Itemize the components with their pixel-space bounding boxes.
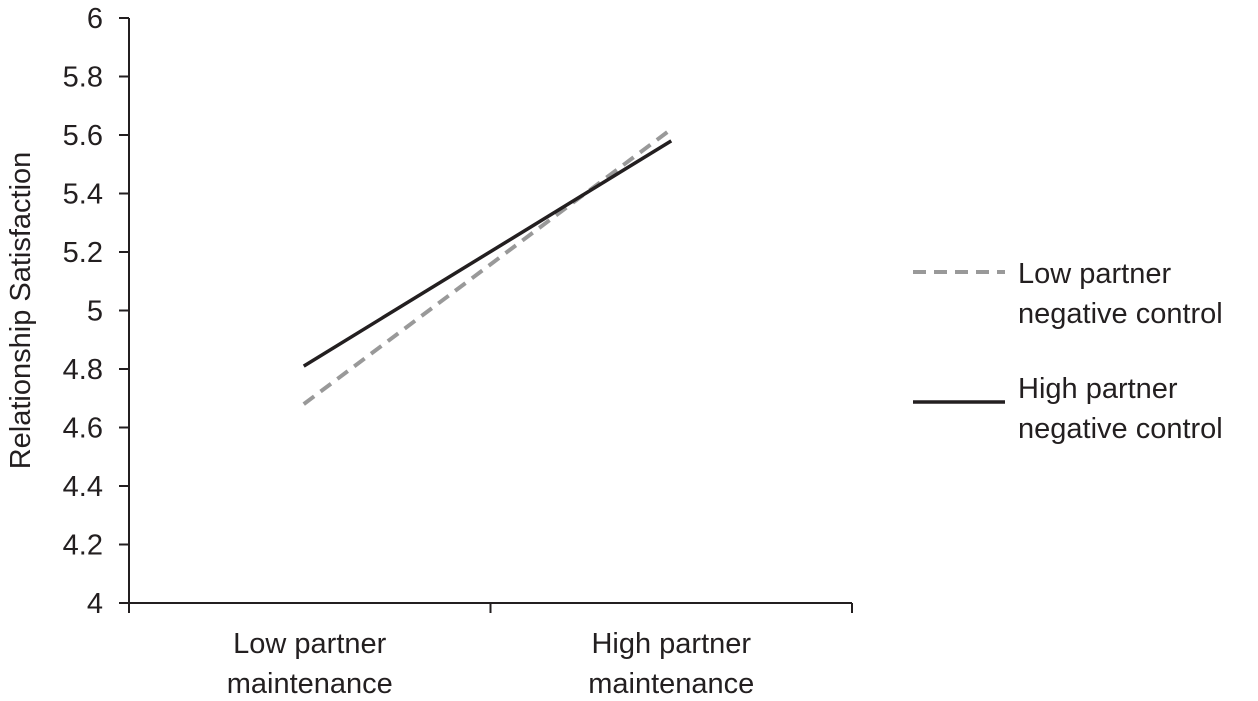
y-tick-label: 4.2 xyxy=(63,530,103,562)
series-line-low-partner-negative-control xyxy=(302,127,673,406)
series-line-high-partner-negative-control xyxy=(302,139,673,368)
y-tick-label: 4.4 xyxy=(63,471,103,503)
y-tick-label: 5.2 xyxy=(63,237,103,269)
x-ticks: Low partner maintenance High partner mainte… xyxy=(128,603,853,700)
legend-label: Low partner negative control xyxy=(1018,258,1223,330)
x-category-label: Low partner maintenance xyxy=(227,628,393,700)
x-category-label-line: maintenance xyxy=(227,668,393,700)
y-ticks: 4 4.2 4.4 4.6 4.8 5 5.2 5.4 5.6 5.8 6 xyxy=(63,3,129,620)
legend-label-line: High partner xyxy=(1018,373,1178,405)
y-tick-label: 4 xyxy=(87,588,103,620)
series-layer xyxy=(302,127,673,406)
y-tick-label: 5.6 xyxy=(63,120,103,152)
y-tick-label: 5 xyxy=(87,296,103,328)
x-category-label-line: maintenance xyxy=(588,668,754,700)
y-tick-label: 5.8 xyxy=(63,62,103,94)
x-category-label-line: Low partner xyxy=(233,628,386,660)
x-category-label: High partner maintenance xyxy=(588,628,754,700)
legend-label-line: negative control xyxy=(1018,413,1223,445)
x-category-label-line: High partner xyxy=(591,628,751,660)
axes xyxy=(128,18,852,604)
y-tick-label: 5.4 xyxy=(63,179,103,211)
y-axis-title: Relationship Satisfaction xyxy=(5,152,37,470)
y-tick-label: 4.8 xyxy=(63,354,103,386)
legend-label-line: Low partner xyxy=(1018,258,1171,290)
y-tick-label: 4.6 xyxy=(63,413,103,445)
legend: Low partner negative control High partner n… xyxy=(913,258,1223,445)
y-tick-label: 6 xyxy=(87,3,103,35)
legend-label: High partner negative control xyxy=(1018,373,1223,445)
legend-label-line: negative control xyxy=(1018,298,1223,330)
